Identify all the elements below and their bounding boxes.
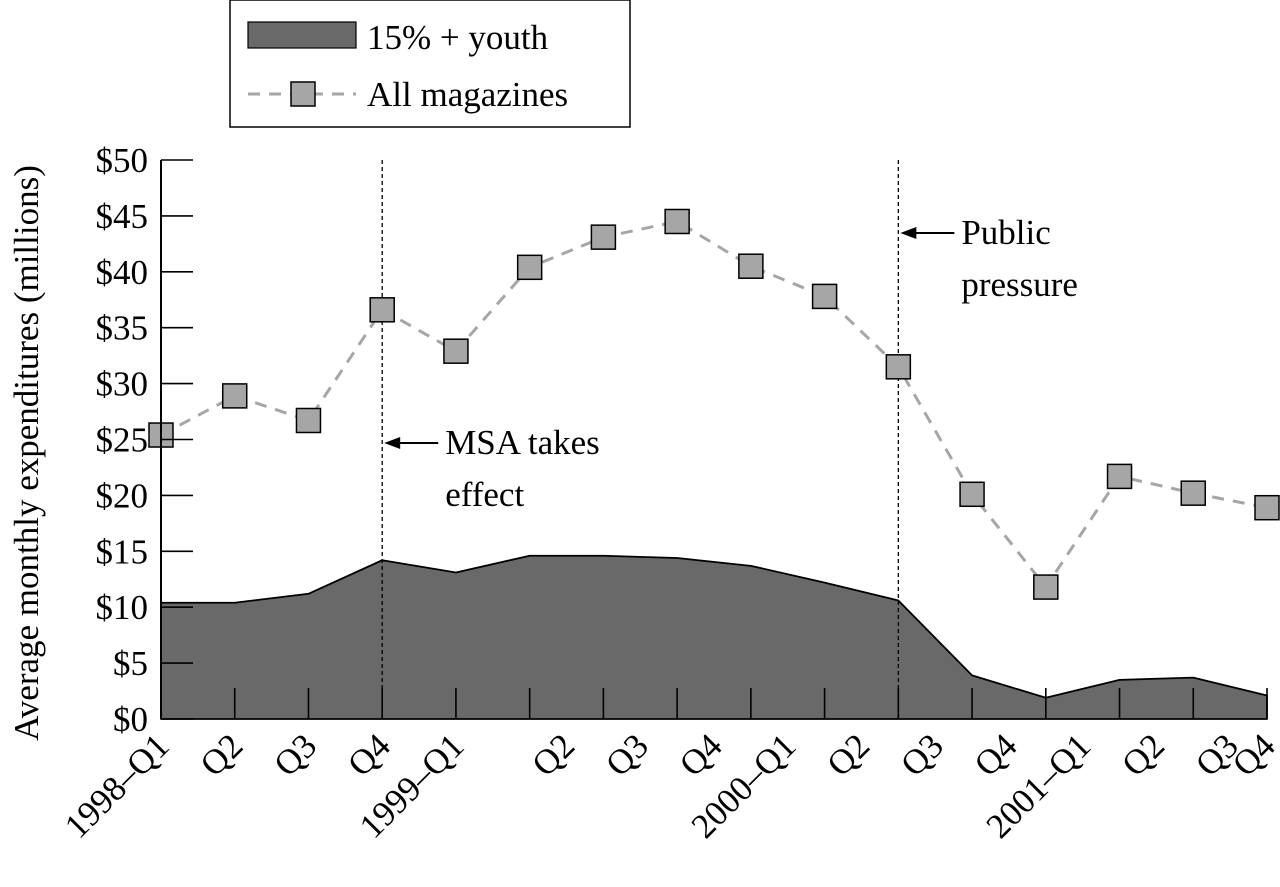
y-axis-label: Average monthly expenditures (millions)	[7, 165, 46, 741]
y-tick-label: $0	[113, 700, 148, 739]
x-tick-marks	[233, 688, 1268, 719]
y-tick-label: $20	[96, 476, 149, 515]
annotation-arrowhead	[384, 437, 401, 449]
y-tick-label: $40	[96, 253, 149, 292]
magazines-point	[1106, 463, 1133, 490]
y-tick-label: $50	[96, 141, 149, 180]
annotation-text: effect	[445, 475, 524, 514]
x-tick-label: Q4	[340, 726, 398, 784]
legend-swatch-youth	[247, 21, 357, 49]
magazines-point	[959, 481, 985, 508]
magazines-point	[295, 407, 322, 434]
x-tick-label: Q4	[967, 726, 1025, 784]
y-tick-label: $5	[113, 644, 148, 683]
magazines-point	[1180, 480, 1207, 506]
magazines-point	[664, 208, 690, 235]
annotation-arrowhead	[900, 227, 917, 239]
x-tick-label: Q4	[672, 726, 730, 784]
magazines-point	[443, 338, 469, 364]
x-tick-label: Q3	[266, 726, 324, 784]
y-tick-label: $30	[96, 365, 149, 404]
x-tick-label: Q3	[598, 726, 656, 784]
youth-area	[160, 554, 1268, 720]
magazines-point	[1254, 494, 1280, 521]
annotation-text: pressure	[961, 265, 1078, 304]
legend-marker-magazines	[290, 81, 316, 107]
x-tick-label: 1998–Q1	[57, 726, 177, 846]
y-tick-label: $25	[96, 421, 149, 460]
annotation-text: Public	[961, 213, 1050, 252]
y-tick-label: $35	[96, 309, 149, 348]
annotation-text: MSA takes	[445, 423, 600, 462]
youth-area-layer	[160, 554, 1268, 720]
magazines-line	[160, 219, 1268, 590]
annotation-layer: MSA takes effect Public pressure	[381, 160, 1078, 719]
magazines-point	[590, 224, 617, 250]
magazines-point	[738, 253, 764, 279]
x-tick-label: Q2	[1114, 726, 1172, 784]
x-tick-label: Q2	[193, 726, 251, 784]
y-tick-label: $15	[96, 532, 149, 571]
magazines-point	[811, 283, 838, 310]
x-tick-label: Q2	[819, 726, 877, 784]
magazines-point	[885, 354, 912, 380]
x-tick-label: Q2	[524, 726, 582, 784]
legend-label-magazines: All magazines	[367, 75, 568, 114]
magazines-point	[516, 254, 543, 281]
x-tick-label: Q3	[893, 726, 951, 784]
magazines-point	[221, 383, 248, 409]
y-tick-label: $45	[96, 197, 149, 236]
magazines-point	[1033, 574, 1059, 600]
y-axis-layer: $0 $5 $10 $15 $20 $25 $30 $35 $40 $45 $50	[96, 141, 193, 739]
legend: 15% + youth All magazines	[229, 0, 631, 128]
magazines-point	[369, 297, 395, 323]
legend-label-youth: 15% + youth	[367, 18, 549, 57]
y-tick-label: $10	[96, 588, 149, 627]
magazines-line-layer	[148, 208, 1280, 600]
x-tick-label: Q4	[1225, 726, 1280, 784]
